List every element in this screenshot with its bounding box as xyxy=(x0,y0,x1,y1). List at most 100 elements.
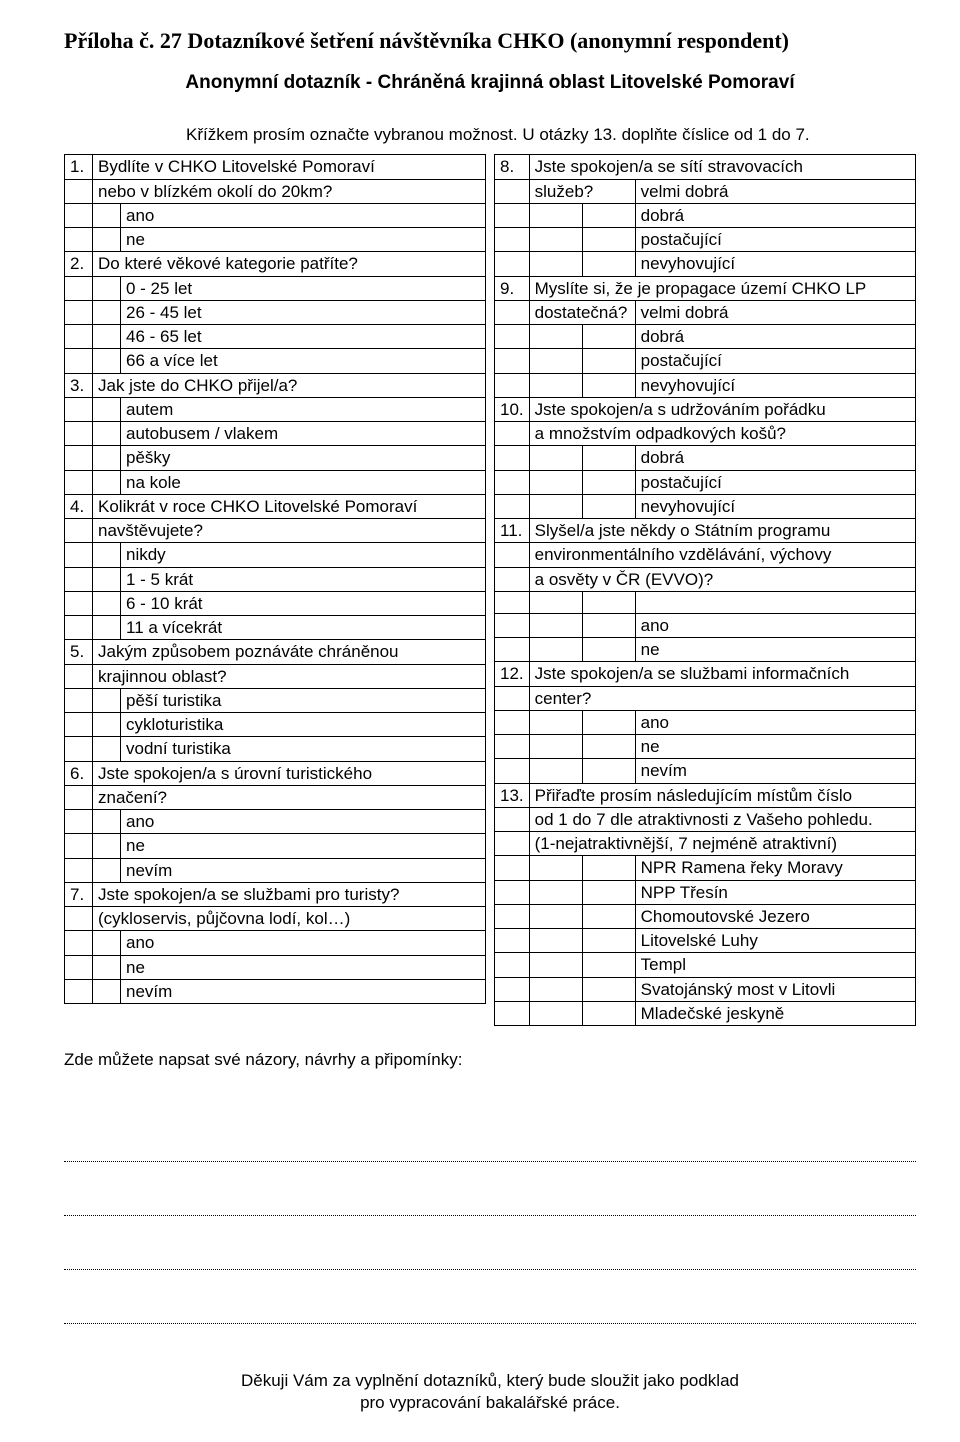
checkbox[interactable] xyxy=(93,810,121,834)
checkbox[interactable] xyxy=(93,543,121,567)
checkbox[interactable] xyxy=(582,759,635,783)
checkbox[interactable] xyxy=(93,955,121,979)
checkbox[interactable] xyxy=(93,979,121,1003)
checkbox[interactable] xyxy=(582,735,635,759)
checkbox[interactable] xyxy=(582,228,635,252)
checkbox[interactable] xyxy=(529,591,582,613)
checkbox[interactable] xyxy=(582,638,635,662)
checkbox[interactable] xyxy=(529,710,582,734)
q-number: 7. xyxy=(65,882,93,906)
checkbox[interactable] xyxy=(529,735,582,759)
checkbox[interactable] xyxy=(582,494,635,518)
checkbox[interactable] xyxy=(582,446,635,470)
option-label: 26 - 45 let xyxy=(121,300,486,324)
checkbox[interactable] xyxy=(93,228,121,252)
checkbox[interactable] xyxy=(582,710,635,734)
checkbox[interactable] xyxy=(93,446,121,470)
question-text: environmentálního vzdělávání, výchovy xyxy=(529,543,915,567)
checkbox[interactable] xyxy=(93,349,121,373)
freeform-line[interactable] xyxy=(64,1270,916,1324)
question-text: Jste spokojen/a se sítí stravovacích xyxy=(529,155,915,179)
rating-input[interactable] xyxy=(529,953,582,977)
checkbox[interactable] xyxy=(582,252,635,276)
checkbox[interactable] xyxy=(93,325,121,349)
q-number: 6. xyxy=(65,761,93,785)
checkbox[interactable] xyxy=(93,567,121,591)
rating-input[interactable] xyxy=(582,856,635,880)
checkbox[interactable] xyxy=(93,276,121,300)
question-text: Slyšel/a jste někdy o Státním programu xyxy=(529,519,915,543)
checkbox[interactable] xyxy=(93,616,121,640)
checkbox[interactable] xyxy=(582,325,635,349)
checkbox[interactable] xyxy=(582,591,635,613)
option-label: velmi dobrá xyxy=(635,300,915,324)
checkbox[interactable] xyxy=(93,422,121,446)
option-label: dobrá xyxy=(635,446,915,470)
rating-input[interactable] xyxy=(529,1001,582,1025)
checkbox[interactable] xyxy=(93,203,121,227)
place-label: Litovelské Luhy xyxy=(635,929,915,953)
q-number: 3. xyxy=(65,373,93,397)
freeform-line[interactable] xyxy=(64,1162,916,1216)
checkbox[interactable] xyxy=(93,931,121,955)
checkbox[interactable] xyxy=(529,613,582,637)
checkbox[interactable] xyxy=(93,300,121,324)
q-number: 5. xyxy=(65,640,93,664)
place-label: NPP Třesín xyxy=(635,880,915,904)
checkbox[interactable] xyxy=(582,373,635,397)
checkbox[interactable] xyxy=(529,325,582,349)
rating-input[interactable] xyxy=(582,1001,635,1025)
question-text: Kolikrát v roce CHKO Litovelské Pomoraví xyxy=(93,494,486,518)
rating-input[interactable] xyxy=(529,904,582,928)
checkbox[interactable] xyxy=(93,737,121,761)
question-text: nebo v blízkém okolí do 20km? xyxy=(93,179,486,203)
option-label: pěšky xyxy=(121,446,486,470)
checkbox[interactable] xyxy=(582,349,635,373)
option-label: postačující xyxy=(635,470,915,494)
checkbox[interactable] xyxy=(529,470,582,494)
rating-input[interactable] xyxy=(582,977,635,1001)
question-text: a osvěty v ČR (EVVO)? xyxy=(529,567,915,591)
checkbox[interactable] xyxy=(93,397,121,421)
checkbox[interactable] xyxy=(93,858,121,882)
checkbox[interactable] xyxy=(529,349,582,373)
option-label: nevím xyxy=(121,858,486,882)
freeform-line[interactable] xyxy=(64,1108,916,1162)
attachment-title: Příloha č. 27 Dotazníkové šetření návště… xyxy=(64,28,916,54)
rating-input[interactable] xyxy=(529,977,582,1001)
freeform-line[interactable] xyxy=(64,1216,916,1270)
checkbox[interactable] xyxy=(529,638,582,662)
checkbox[interactable] xyxy=(93,591,121,615)
checkbox[interactable] xyxy=(582,203,635,227)
checkbox[interactable] xyxy=(529,759,582,783)
rating-input[interactable] xyxy=(582,904,635,928)
rating-input[interactable] xyxy=(582,929,635,953)
rating-input[interactable] xyxy=(529,856,582,880)
checkbox[interactable] xyxy=(529,446,582,470)
option-label: ano xyxy=(635,613,915,637)
checkbox[interactable] xyxy=(582,613,635,637)
rating-input[interactable] xyxy=(582,880,635,904)
checkbox[interactable] xyxy=(93,713,121,737)
rating-input[interactable] xyxy=(529,880,582,904)
q-number: 11. xyxy=(495,519,530,543)
option-label: vodní turistika xyxy=(121,737,486,761)
checkbox[interactable] xyxy=(93,688,121,712)
rating-input[interactable] xyxy=(582,953,635,977)
checkbox[interactable] xyxy=(93,834,121,858)
rating-input[interactable] xyxy=(529,929,582,953)
checkbox[interactable] xyxy=(529,252,582,276)
right-column: 8.Jste spokojen/a se sítí stravovacích s… xyxy=(494,154,916,1026)
checkbox[interactable] xyxy=(529,494,582,518)
option-label: ne xyxy=(635,638,915,662)
question-text: Do které věkové kategorie patříte? xyxy=(93,252,486,276)
option-label: ano xyxy=(121,810,486,834)
checkbox[interactable] xyxy=(582,470,635,494)
notes-prompt: Zde můžete napsat své názory, návrhy a p… xyxy=(64,1050,916,1070)
checkbox[interactable] xyxy=(529,203,582,227)
question-text: Jste spokojen/a s úrovní turistického xyxy=(93,761,486,785)
question-text: značení? xyxy=(93,785,486,809)
checkbox[interactable] xyxy=(529,228,582,252)
checkbox[interactable] xyxy=(93,470,121,494)
checkbox[interactable] xyxy=(529,373,582,397)
